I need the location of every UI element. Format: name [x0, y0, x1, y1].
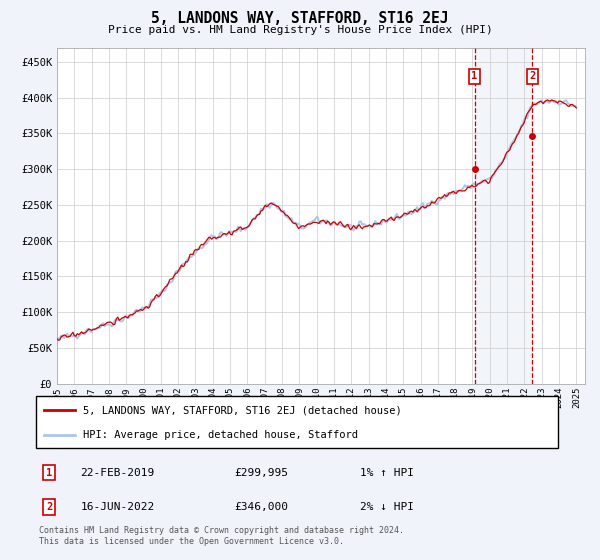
- Text: 5, LANDONS WAY, STAFFORD, ST16 2EJ (detached house): 5, LANDONS WAY, STAFFORD, ST16 2EJ (deta…: [83, 405, 402, 416]
- Bar: [475, 48, 532, 384]
- Text: 16-JUN-2022: 16-JUN-2022: [80, 502, 155, 512]
- Text: 1: 1: [472, 71, 478, 81]
- Text: 1% ↑ HPI: 1% ↑ HPI: [359, 468, 413, 478]
- Text: 5, LANDONS WAY, STAFFORD, ST16 2EJ: 5, LANDONS WAY, STAFFORD, ST16 2EJ: [151, 11, 449, 26]
- Text: 1: 1: [46, 468, 52, 478]
- Text: Price paid vs. HM Land Registry's House Price Index (HPI): Price paid vs. HM Land Registry's House …: [107, 25, 493, 35]
- Text: HPI: Average price, detached house, Stafford: HPI: Average price, detached house, Staf…: [83, 430, 358, 440]
- Text: Contains HM Land Registry data © Crown copyright and database right 2024.
This d: Contains HM Land Registry data © Crown c…: [39, 526, 404, 546]
- Text: £299,995: £299,995: [235, 468, 289, 478]
- Text: 22-FEB-2019: 22-FEB-2019: [80, 468, 155, 478]
- Text: 2: 2: [529, 71, 535, 81]
- Text: 2% ↓ HPI: 2% ↓ HPI: [359, 502, 413, 512]
- Text: 2: 2: [46, 502, 52, 512]
- Text: £346,000: £346,000: [235, 502, 289, 512]
